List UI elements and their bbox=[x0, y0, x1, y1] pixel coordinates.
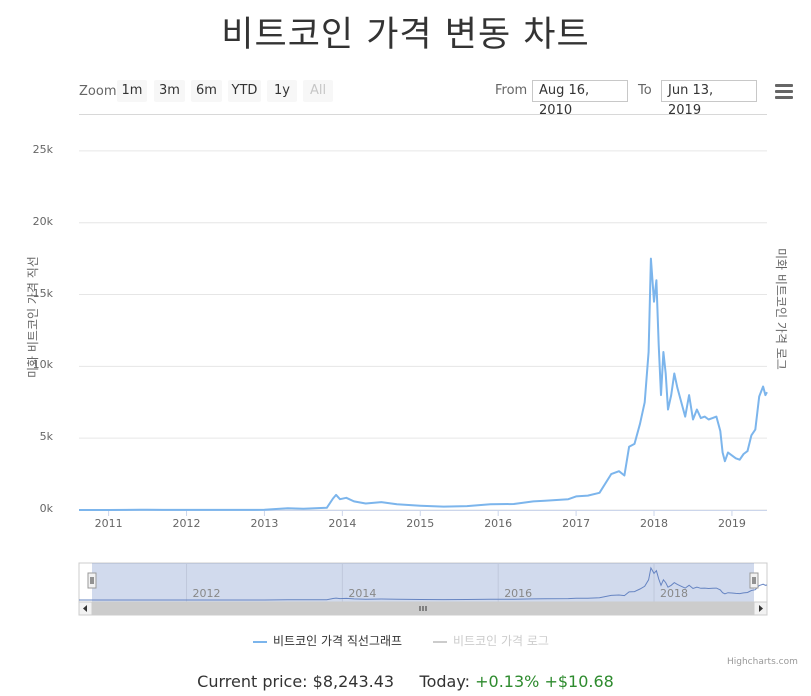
x-tick-label: 2018 bbox=[640, 517, 669, 530]
y-tick-label: 15k bbox=[32, 286, 53, 300]
zoom-label: Zoom bbox=[79, 84, 117, 99]
legend-item-log[interactable]: 비트코인 가격 로그 bbox=[433, 632, 549, 649]
x-tick-label: 2014 bbox=[328, 517, 357, 530]
current-price-label: Current price: bbox=[197, 672, 308, 691]
navigator-tick-label: 2014 bbox=[348, 587, 377, 600]
current-price-value: $8,243.43 bbox=[312, 672, 395, 691]
today-label: Today: bbox=[419, 672, 471, 691]
x-tick-label: 2013 bbox=[250, 517, 279, 530]
chart-title: 비트코인 가격 변동 차트 bbox=[221, 15, 590, 55]
legend-item-linear[interactable]: 비트코인 가격 직선그래프 bbox=[253, 632, 402, 649]
price-series-line bbox=[79, 257, 768, 511]
zoom-3m-button[interactable]: 3m bbox=[154, 80, 185, 102]
legend-swatch-log bbox=[433, 640, 447, 643]
scroll-right-arrow-icon[interactable] bbox=[759, 605, 763, 612]
scroll-left-arrow-icon[interactable] bbox=[83, 605, 87, 612]
price-footer: Current price: $8,243.43 Today: +0.13% +… bbox=[0, 672, 811, 691]
zoom-all-button[interactable]: All bbox=[303, 80, 333, 102]
x-tick-label: 2011 bbox=[94, 517, 123, 530]
y-tick-label: 10k bbox=[32, 358, 53, 372]
navigator-series-line bbox=[79, 566, 768, 601]
to-label: To bbox=[638, 83, 652, 98]
y-tick-label: 5k bbox=[39, 430, 53, 444]
navigator-selection-mask bbox=[92, 563, 754, 602]
highcharts-credits-link[interactable]: Highcharts.com bbox=[727, 657, 798, 667]
zoom-ytd-button[interactable]: YTD bbox=[228, 80, 261, 102]
y-tick-label: 20k bbox=[32, 214, 53, 228]
right-axis-title: 미화 비트코인 가격 로그 bbox=[774, 248, 788, 370]
x-tick-label: 2016 bbox=[484, 517, 513, 530]
legend-label-linear: 비트코인 가격 직선그래프 bbox=[273, 634, 403, 648]
series-layer bbox=[79, 257, 768, 511]
hamburger-menu-icon[interactable] bbox=[775, 84, 793, 100]
zoom-1m-button[interactable]: 1m bbox=[117, 80, 147, 102]
zoom-6m-button[interactable]: 6m bbox=[191, 80, 222, 102]
x-tick-label: 2019 bbox=[717, 517, 746, 530]
today-dollar-change: +$10.68 bbox=[544, 672, 614, 691]
controls-divider bbox=[79, 114, 767, 115]
zoom-1y-button[interactable]: 1y bbox=[267, 80, 297, 102]
left-axis-title: 미화 비트코인 가격 직선 bbox=[26, 256, 40, 378]
legend-swatch-linear bbox=[253, 640, 267, 643]
y-tick-label: 0k bbox=[39, 502, 53, 515]
navigator-tick-label: 2012 bbox=[192, 587, 221, 600]
x-tick-label: 2012 bbox=[172, 517, 201, 530]
from-label: From bbox=[495, 83, 528, 98]
navigator-right-handle[interactable] bbox=[749, 572, 759, 589]
navigator-tick-label: 2018 bbox=[660, 587, 689, 600]
x-tick-label: 2015 bbox=[406, 517, 435, 530]
today-percent-change: +0.13% bbox=[475, 672, 540, 691]
y-tick-label: 25k bbox=[32, 142, 53, 156]
navigator-left-handle[interactable] bbox=[87, 572, 97, 589]
x-tick-label: 2017 bbox=[562, 517, 591, 530]
navigator-tick-label: 2016 bbox=[504, 587, 533, 600]
grid-lines bbox=[79, 150, 767, 516]
navigator bbox=[78, 562, 768, 616]
legend-label-log: 비트코인 가격 로그 bbox=[453, 634, 549, 648]
